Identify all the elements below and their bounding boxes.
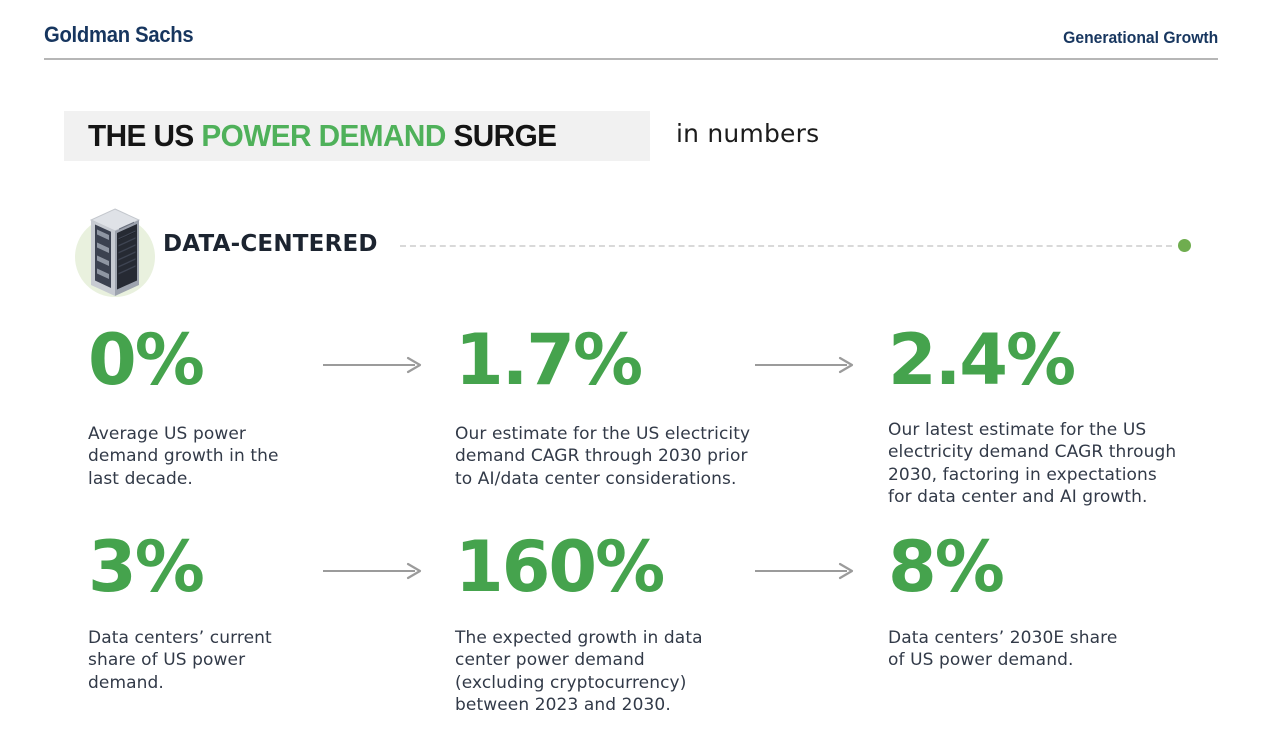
- stat-description: Data centers’ current share of US power …: [88, 628, 272, 693]
- title-highlight: POWER DEMAND: [201, 118, 454, 153]
- title-part-2: SURGE: [453, 118, 557, 153]
- stat-block-1-7pct: 1.7% Our estimate for the US electricity…: [455, 319, 805, 490]
- stat-description: Our estimate for the US electricity dema…: [455, 424, 751, 489]
- stat-description: The expected growth in data center power…: [455, 628, 703, 716]
- stat-value: 1.7%: [455, 319, 643, 401]
- right-arrow-icon: [322, 356, 424, 374]
- stat-value: 2.4%: [888, 319, 1076, 401]
- stat-block-3pct: 3% Data centers’ current share of US pow…: [88, 526, 368, 694]
- stat-block-8pct: 8% Data centers’ 2030E share of US power…: [888, 526, 1238, 672]
- section-icon-wrap: [72, 206, 158, 302]
- leader-end-dot: [1178, 239, 1191, 252]
- right-arrow-icon: [322, 562, 424, 580]
- stat-block-2-4pct: 2.4% Our latest estimate for the US elec…: [888, 319, 1238, 509]
- header-divider: [44, 58, 1218, 60]
- section-heading: DATA-CENTERED: [163, 231, 378, 257]
- stat-value: 0%: [88, 319, 205, 401]
- title-part-1: THE US: [88, 118, 202, 153]
- right-arrow-icon: [754, 562, 856, 580]
- stat-description: Average US power demand growth in the la…: [88, 424, 279, 489]
- stat-block-0pct: 0% Average US power demand growth in the…: [88, 319, 368, 490]
- stat-value: 160%: [455, 526, 665, 608]
- stat-description: Our latest estimate for the US electrici…: [888, 420, 1177, 508]
- stat-block-160pct: 160% The expected growth in data center …: [455, 526, 805, 717]
- program-title: Generational Growth: [1062, 29, 1218, 47]
- dotted-leader-line: [400, 245, 1172, 247]
- title-suffix: in numbers: [676, 119, 820, 148]
- stat-value: 8%: [888, 526, 1005, 608]
- page-title: THE US POWER DEMAND SURGE: [88, 118, 557, 154]
- stat-value: 3%: [88, 526, 205, 608]
- title-banner: THE US POWER DEMAND SURGE: [64, 111, 650, 161]
- goldman-sachs-logo: Goldman Sachs: [44, 22, 194, 47]
- stat-description: Data centers’ 2030E share of US power de…: [888, 628, 1118, 671]
- right-arrow-icon: [754, 356, 856, 374]
